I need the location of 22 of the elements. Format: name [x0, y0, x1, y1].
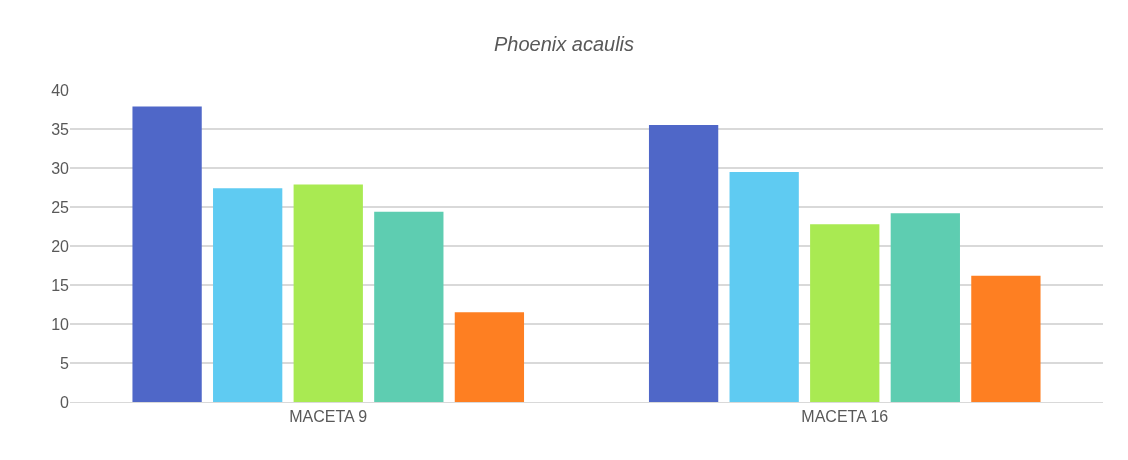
bar	[729, 171, 799, 402]
bar	[648, 125, 719, 402]
y-tick-label: 5	[60, 354, 70, 372]
bar	[213, 188, 283, 402]
y-tick-label: 35	[51, 120, 70, 138]
y-tick-label: 30	[51, 159, 70, 177]
y-tick-label: 20	[51, 237, 70, 255]
bar	[293, 184, 363, 402]
bar	[374, 211, 444, 402]
y-tick-label: 25	[51, 198, 70, 216]
x-tick-label: MACETA 16	[801, 408, 889, 426]
bar	[810, 224, 880, 402]
y-tick-label: 10	[51, 315, 70, 333]
bar	[971, 275, 1041, 402]
x-tick-label: MACETA 9	[289, 408, 368, 426]
y-tick-label: 0	[60, 393, 70, 411]
bar	[132, 106, 202, 402]
bar	[454, 312, 525, 402]
y-tick-label: 40	[51, 81, 70, 99]
bar	[890, 213, 960, 402]
y-tick-label: 15	[51, 276, 70, 294]
chart-title: Phoenix acaulis	[493, 32, 635, 55]
